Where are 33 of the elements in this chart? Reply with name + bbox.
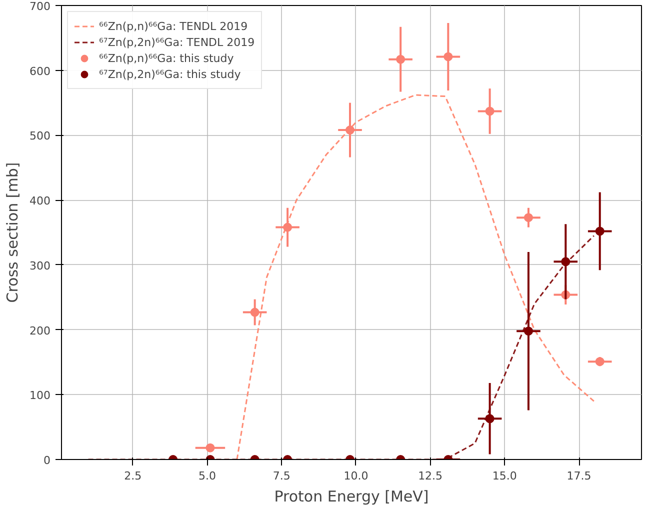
y-tick-label: 400 bbox=[30, 194, 51, 208]
y-tick-label: 0 bbox=[44, 454, 50, 467]
x-tick-label: 10.0 bbox=[344, 470, 368, 482]
point bbox=[595, 226, 604, 236]
point bbox=[396, 54, 406, 64]
y-axis-title: Cross section [mb] bbox=[4, 162, 22, 303]
point bbox=[250, 308, 260, 317]
x-tick-label: 15.0 bbox=[492, 470, 517, 482]
legend-label: ⁶⁶Zn(p,n)⁶⁶Ga: this study bbox=[99, 50, 234, 66]
legend-label: ⁶⁷Zn(p,2n)⁶⁶Ga: this study bbox=[99, 66, 241, 82]
point bbox=[595, 357, 604, 366]
point bbox=[346, 126, 355, 135]
x-tick-label: 2.5 bbox=[124, 470, 142, 482]
x-tick-label: 5.0 bbox=[198, 470, 216, 482]
point bbox=[283, 222, 292, 232]
point bbox=[524, 326, 533, 336]
y-tick-label: 500 bbox=[30, 130, 51, 143]
y-tick-label: 200 bbox=[30, 324, 51, 338]
x-tick-label: 12.5 bbox=[418, 470, 443, 482]
point bbox=[524, 213, 533, 222]
legend-label: ⁶⁷Zn(p,2n)⁶⁶Ga: TENDL 2019 bbox=[99, 34, 255, 50]
line-series bbox=[236, 94, 595, 460]
point bbox=[444, 52, 453, 62]
point bbox=[485, 106, 494, 116]
x-axis-title: Proton Energy [MeV] bbox=[274, 488, 429, 506]
y-tick-label: 600 bbox=[30, 64, 51, 78]
x-tick-label: 17.5 bbox=[566, 470, 592, 482]
legend-label: ⁶⁶Zn(p,n)⁶⁶Ga: TENDL 2019 bbox=[99, 18, 248, 34]
y-tick-label: 100 bbox=[30, 389, 51, 402]
point bbox=[561, 257, 570, 266]
y-tick-label: 300 bbox=[30, 259, 51, 272]
x-tick-label: 7.5 bbox=[272, 470, 290, 482]
y-tick-label: 700 bbox=[30, 0, 51, 13]
